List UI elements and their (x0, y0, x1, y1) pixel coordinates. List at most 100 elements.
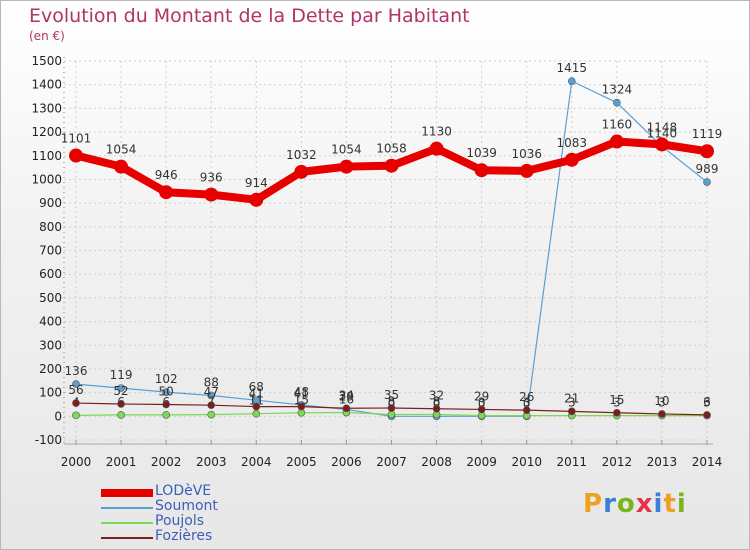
y-tick-label: 700 (39, 244, 62, 258)
logo-letter: r (603, 489, 617, 519)
series-poujols-point (72, 411, 80, 420)
series-poujols-data-label: 8 (433, 394, 441, 408)
series-fozi-res-data-label: 26 (519, 390, 534, 404)
proxiti-logo: Proxiti (583, 489, 687, 519)
x-tick-label: 2011 (557, 455, 588, 469)
series-lod-ve-point (159, 185, 174, 200)
x-tick-label: 2007 (376, 455, 407, 469)
series-lod-ve-point (700, 144, 714, 159)
y-tick-label: 100 (39, 386, 62, 400)
y-tick-label: 800 (39, 220, 62, 234)
chart-title: Evolution du Montant de la Dette par Hab… (29, 5, 470, 27)
series-fozi-res-data-label: 6 (703, 395, 711, 409)
logo-letter: x (635, 489, 654, 519)
series-fozi-res-point (432, 404, 441, 413)
series-fozi-res-data-label: 10 (654, 394, 669, 408)
series-lod-ve-point (294, 164, 309, 179)
series-poujols-point (387, 410, 396, 419)
x-tick-label: 2004 (241, 455, 272, 469)
series-soumont-point (613, 98, 621, 107)
x-tick-label: 2001 (106, 455, 137, 469)
series-soumont-point (567, 77, 576, 85)
series-soumont-point (207, 391, 216, 400)
legend-label: Soumont (155, 498, 218, 514)
logo-letter: P (583, 489, 604, 519)
unit-label: (en €) (29, 29, 65, 43)
series-poujols-data-label: 3 (478, 396, 486, 410)
x-tick-label: 2013 (647, 455, 678, 469)
series-lod-ve-data-label: 1054 (331, 143, 362, 157)
series-poujols-point (162, 411, 170, 419)
y-tick-label: 300 (39, 338, 62, 352)
series-lod-ve-data-label: 936 (200, 171, 223, 185)
series-lod-ve-point (564, 152, 579, 167)
series-poujols-data-label: 15 (294, 393, 309, 407)
series-fozi-res-data-label: 50 (159, 384, 174, 398)
series-poujols-data-label: 3 (523, 396, 531, 410)
series-fozi-res-data-label: 29 (474, 389, 489, 403)
y-tick-label: 400 (39, 315, 62, 329)
series-soumont-data-label: 1140 (647, 126, 678, 140)
y-tick-label: 200 (39, 362, 62, 376)
series-lod-ve-data-label: 1160 (602, 118, 633, 132)
series-soumont-data-label: 0 (523, 396, 531, 410)
y-tick-label: 0 (54, 409, 62, 423)
series-fozi-res-point (72, 399, 80, 407)
x-tick-label: 2008 (421, 455, 452, 469)
series-poujols-point (207, 410, 216, 419)
legend-swatch (101, 507, 153, 509)
series-soumont-data-label: 136 (65, 364, 88, 378)
series-fozi-res-data-label: 52 (113, 384, 128, 398)
series-fozi-res-data-label: 32 (429, 389, 444, 403)
series-poujols-data-label: 3 (658, 396, 666, 410)
series-lod-ve-point (609, 134, 624, 149)
series-lod-ve-point (204, 187, 219, 202)
series-poujols-data-label: 16 (339, 393, 354, 407)
y-tick-label: 1200 (31, 125, 62, 139)
legend-label: LODèVE (155, 483, 212, 499)
legend-swatch (101, 537, 153, 539)
series-soumont-point (162, 388, 170, 396)
series-lod-ve-data-label: 1054 (106, 143, 137, 157)
series-fozi-res-point (342, 404, 351, 413)
logo-letter: t (663, 489, 677, 519)
series-fozi-res-point (613, 408, 621, 417)
series-soumont-data-label: 102 (155, 372, 178, 386)
series-lod-ve-data-label: 1039 (466, 146, 497, 160)
series-fozi-res-point (252, 402, 261, 411)
series-poujols-data-label: 3 (613, 396, 621, 410)
y-tick-label: 1300 (31, 101, 62, 115)
x-tick-label: 2006 (331, 455, 362, 469)
series-poujols-point (117, 411, 125, 419)
y-tick-label: 1500 (31, 54, 62, 68)
y-tick-label: 1400 (31, 78, 62, 92)
series-fozi-res-point (477, 405, 486, 414)
series-lod-ve-data-label: 946 (155, 168, 178, 182)
x-tick-label: 2003 (196, 455, 227, 469)
series-lod-ve-data-label: 914 (245, 176, 268, 190)
legend-label: Fozières (155, 528, 213, 544)
series-soumont-data-label: 48 (294, 385, 309, 399)
series-fozi-res-data-label: 35 (384, 388, 399, 402)
series-fozi-res-point (522, 406, 531, 414)
series-lod-ve-data-label: 1148 (647, 120, 678, 134)
x-tick-label: 2010 (511, 455, 542, 469)
legend-label: Poujols (155, 513, 205, 529)
series-fozi-res-point (162, 400, 170, 409)
series-lod-ve-point (474, 163, 489, 178)
logo-letter: i (676, 489, 687, 519)
series-soumont-data-label: 0 (433, 396, 441, 410)
legend-swatch (101, 489, 153, 497)
legend-swatch (101, 522, 153, 524)
series-lod-ve-data-label: 1119 (692, 127, 723, 141)
series-soumont-data-label: 119 (110, 368, 133, 382)
series-soumont-data-label: 88 (204, 375, 219, 389)
series-lod-ve-data-label: 1036 (511, 147, 542, 161)
series-fozi-res-point (703, 411, 711, 419)
series-fozi-res-data-label: 47 (204, 385, 219, 399)
series-lod-ve-data-label: 1130 (421, 125, 452, 139)
y-tick-label: -100 (35, 433, 62, 447)
series-lod-ve-point (429, 141, 444, 156)
series-lod-ve-point (384, 158, 399, 173)
